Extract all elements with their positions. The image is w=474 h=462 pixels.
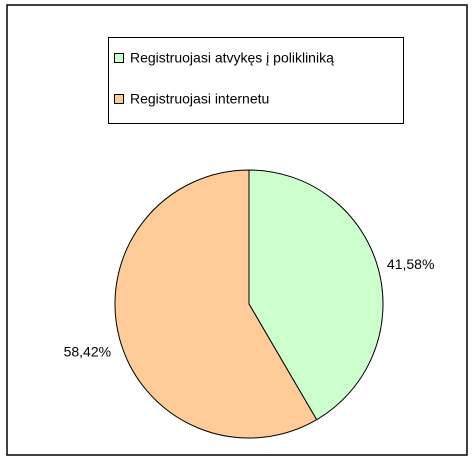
- pie-slice: [248, 169, 384, 421]
- legend-label: Registruojasi atvykęs į polikliniką: [130, 50, 334, 66]
- legend-label: Registruojasi internetu: [130, 91, 269, 107]
- data-label: 58,42%: [64, 343, 111, 359]
- data-label: 41,58%: [387, 256, 434, 272]
- legend-swatch: [114, 94, 124, 104]
- legend-swatch: [114, 53, 124, 63]
- legend-box: [108, 37, 404, 124]
- pie-slice: [114, 169, 318, 439]
